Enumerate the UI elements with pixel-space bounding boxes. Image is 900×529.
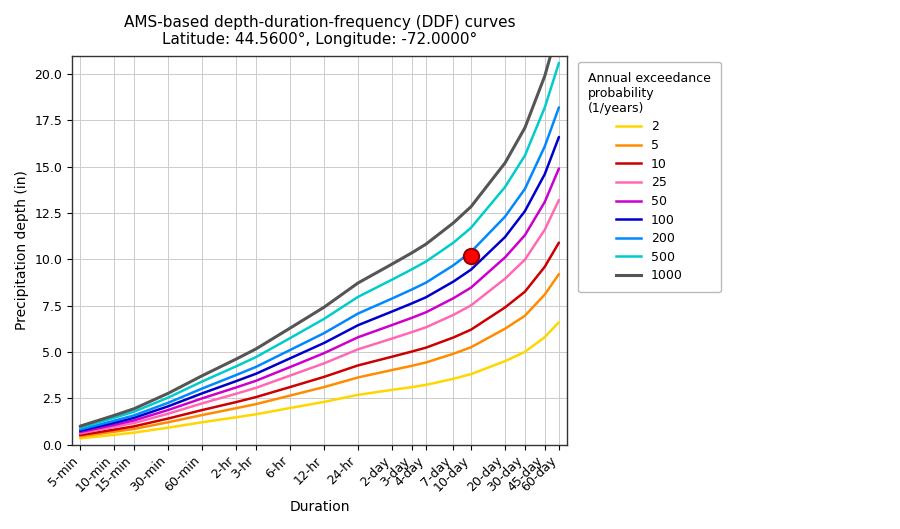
Title: AMS-based depth-duration-frequency (DDF) curves
Latitude: 44.5600°, Longitude: -: AMS-based depth-duration-frequency (DDF)… [123,15,516,48]
Y-axis label: Precipitation depth (in): Precipitation depth (in) [15,170,29,330]
Legend: 2, 5, 10, 25, 50, 100, 200, 500, 1000: 2, 5, 10, 25, 50, 100, 200, 500, 1000 [578,62,721,293]
X-axis label: Duration: Duration [289,500,350,514]
